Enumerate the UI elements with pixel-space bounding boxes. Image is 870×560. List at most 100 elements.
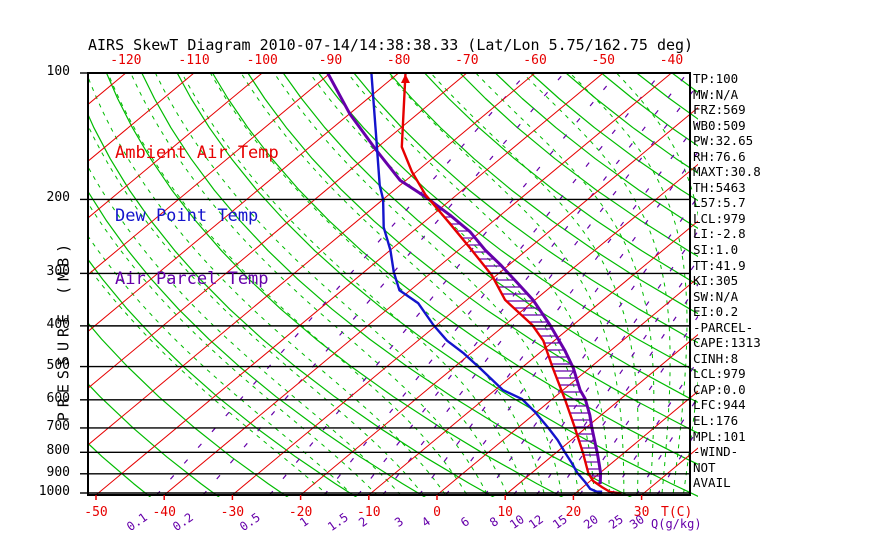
dry-adiabat-line: [88, 383, 220, 497]
isotherm-line: [232, 106, 698, 496]
temp-top-tick-label: -40: [659, 53, 684, 68]
dry-adiabat-line: [105, 73, 564, 497]
side-panel-item: EI:0.2: [693, 304, 739, 320]
side-panel-item: MPL:101: [693, 428, 746, 444]
side-panel-item: -WIND-: [693, 444, 739, 460]
dry-adiabat-line: [459, 73, 698, 258]
dry-adiabat-line: [88, 113, 495, 497]
mixing-unit-label: Q(g/kg): [651, 517, 702, 531]
dry-adiabat-line: [318, 73, 698, 373]
temp-top-tick-label: -70: [455, 53, 479, 68]
pressure-tick-label: 300: [46, 264, 70, 280]
dry-adiabat-line: [211, 73, 698, 465]
side-panel-item: NOT: [693, 459, 716, 475]
temp-unit-label: T(C): [661, 505, 693, 520]
temp-bottom-tick-label: 30: [633, 505, 650, 520]
isotherm-line: [368, 220, 698, 496]
parcel-temp-curve: [326, 73, 603, 485]
isotherm-line: [88, 73, 331, 276]
side-panel-item: CINH:8: [693, 350, 739, 366]
isotherm-line: [88, 73, 399, 333]
isotherm-line: [88, 73, 195, 162]
mixing-ratio-line: [357, 73, 688, 496]
mixing-ratio-line: [555, 283, 698, 496]
legend-item-parcel: Air Parcel Temp: [115, 269, 269, 289]
side-panel-item: L57:5.7: [693, 195, 746, 211]
dry-adiabat-line: [424, 73, 698, 286]
dry-adiabat-line: [141, 73, 633, 497]
temp-bottom-tick-label: 20: [565, 505, 582, 520]
dry-adiabat-line: [88, 322, 289, 497]
pressure-tick-label: 100: [46, 64, 70, 79]
isotherm-line: [573, 390, 698, 496]
side-panel-item: MAXT:30.8: [693, 164, 761, 180]
side-panel-item: LCL:979: [693, 210, 746, 226]
side-panel: TP:100 MW:N/A FRZ:569 WB0:509 PW:32.65 RH:76.…: [693, 71, 761, 491]
side-panel-item: SI:1.0: [693, 242, 739, 258]
isotherm-line: [95, 73, 604, 496]
temp-top-tick-label: -60: [523, 53, 547, 68]
moist-adiabat-line: [273, 73, 580, 497]
side-panel-item: MW:N/A: [693, 86, 739, 102]
moist-adiabat-line: [346, 73, 611, 497]
moist-adiabat-line: [88, 265, 331, 497]
moist-adiabat-line: [569, 73, 688, 497]
pressure-tick-label: 900: [46, 464, 70, 480]
temp-top-tick-label: -90: [318, 53, 343, 68]
side-panel-item: TP:100: [693, 71, 739, 86]
dry-adiabat-line: [353, 73, 698, 344]
dry-adiabat-line: [601, 73, 698, 147]
mixing-ratio-line: [418, 121, 698, 496]
mixing-ratio-line: [579, 315, 698, 496]
temp-bottom-tick-label: -40: [152, 505, 176, 520]
moist-adiabat-line: [387, 73, 625, 497]
isotherm-line: [88, 73, 536, 446]
pressure-tick-label: 500: [46, 357, 70, 373]
moist-adiabat-line: [88, 75, 448, 497]
temp-bottom-tick-label: -10: [357, 505, 381, 520]
moist-adiabat-line: [154, 73, 509, 497]
pressure-tick-label: 600: [46, 390, 70, 406]
moist-adiabat-line: [430, 73, 639, 497]
chart-title: AIRS SkewT Diagram 2010-07-14/14:38:38.3…: [88, 36, 694, 54]
isotherm-line: [163, 73, 672, 496]
dry-adiabat-line: [282, 73, 698, 404]
dry-adiabat-line: [247, 73, 698, 434]
pressure-tick-label: 400: [46, 316, 70, 332]
legend-item-ambient: Ambient Air Temp: [115, 143, 279, 163]
temp-bottom-tick-label: 10: [497, 505, 514, 520]
dry-adiabat-line: [494, 73, 698, 230]
side-panel-item: CAPE:1313: [693, 335, 761, 351]
temp-top-tick-label: -50: [591, 53, 615, 68]
legend: Ambient Air Temp Dew Point Temp Air Parc…: [115, 101, 279, 332]
mixing-ratio-line: [536, 258, 698, 496]
side-panel-item: TT:41.9: [693, 257, 746, 273]
side-panel-item: SW:N/A: [693, 288, 739, 304]
side-panel-item: LI:-2.8: [693, 226, 746, 242]
dry-adiabat-line: [388, 73, 698, 315]
isotherm-line: [88, 73, 468, 389]
pressure-tick-label: 700: [46, 418, 70, 434]
mixing-ratio-line: [484, 195, 698, 496]
side-panel-item: LFC:944: [693, 397, 746, 413]
dry-adiabat-line: [0, 73, 87, 502]
mixing-ratio-line: [323, 73, 662, 496]
temp-top-tick-label: -120: [110, 53, 142, 68]
mixing-ratio-line: [382, 83, 698, 496]
side-panel-item: PW:32.65: [693, 133, 754, 149]
isotherm-line: [436, 277, 698, 496]
moist-adiabat-line: [615, 73, 698, 497]
dry-adiabat-line: [88, 258, 358, 497]
isotherm-line: [504, 333, 698, 496]
side-panel-item: AVAIL: [693, 475, 731, 491]
moist-adiabat-line: [475, 73, 655, 497]
side-panel-item: -PARCEL-: [693, 319, 754, 335]
temp-bottom-tick-label: -30: [220, 505, 245, 520]
isotherm-line: [88, 73, 263, 219]
side-panel-item: WB0:509: [693, 117, 746, 133]
ambient-temp-curve: [400, 73, 622, 495]
dry-adiabat-line: [530, 73, 698, 202]
mixing-ratio-line: [202, 73, 565, 496]
